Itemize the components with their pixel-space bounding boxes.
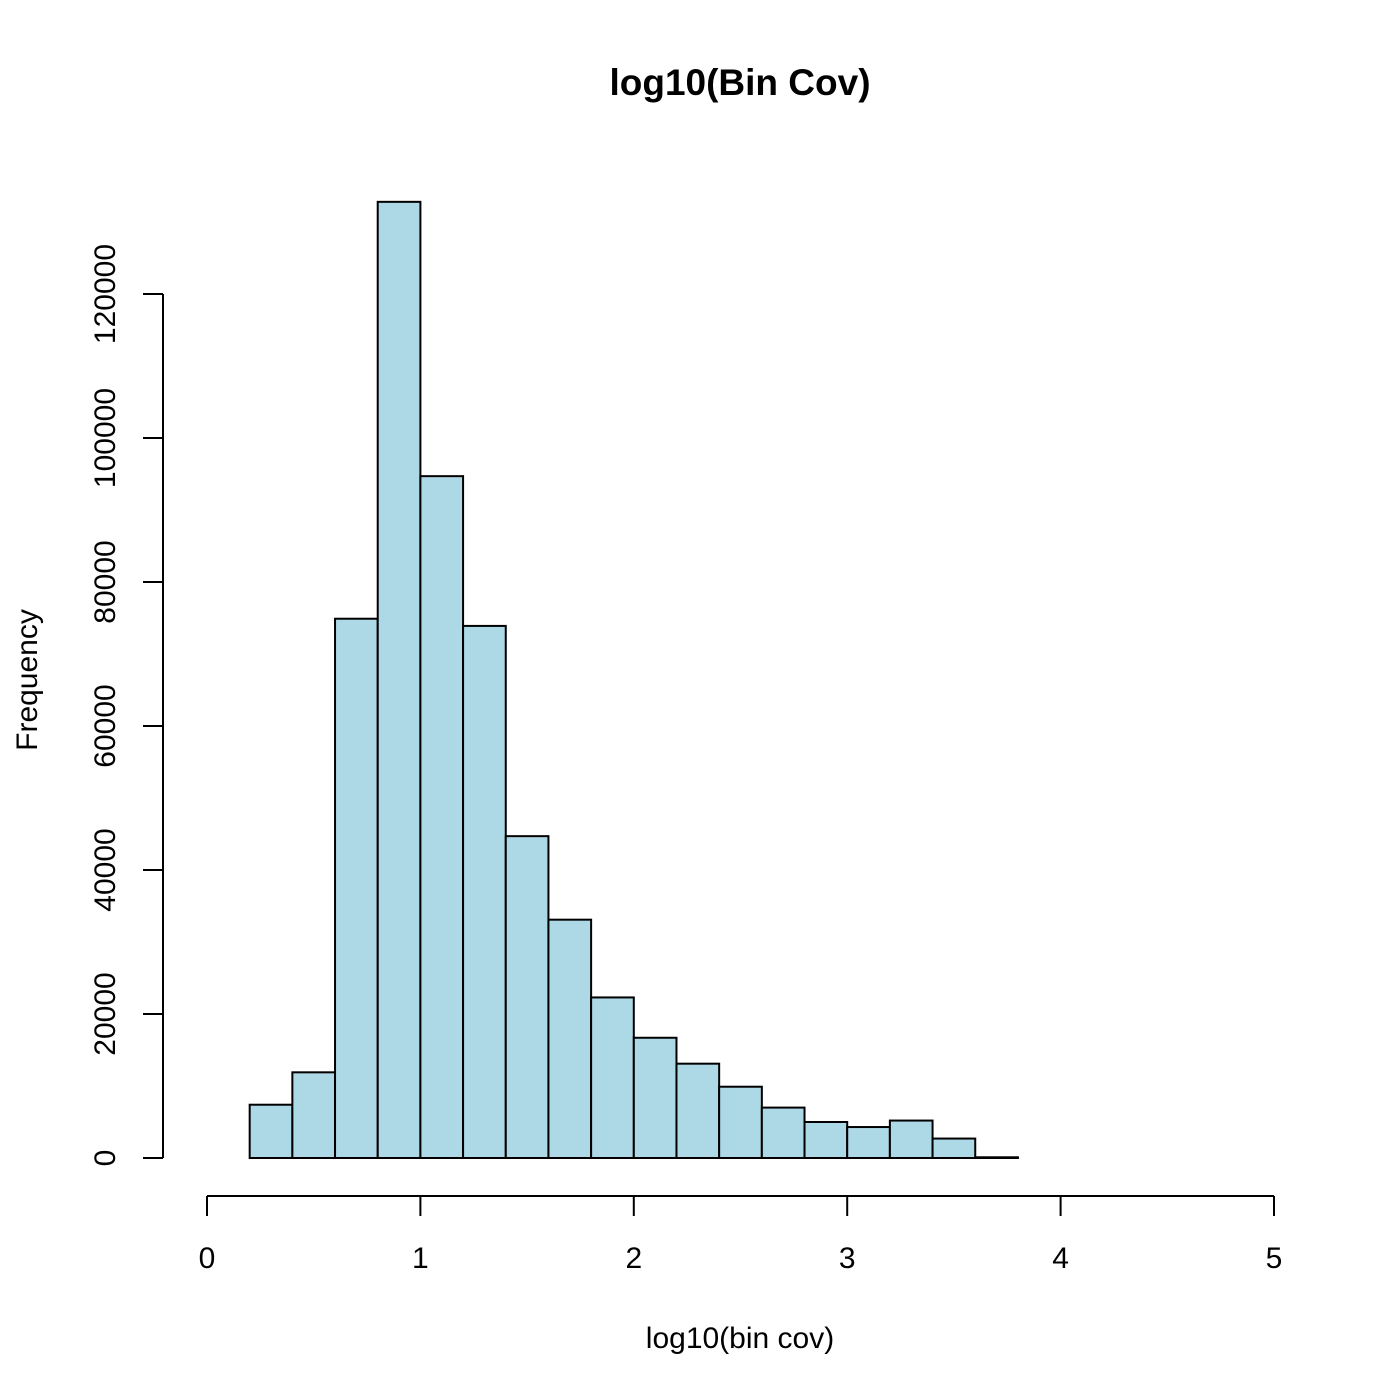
y-tick-label: 40000	[89, 828, 122, 911]
y-tick-label: 20000	[89, 972, 122, 1055]
x-tick-label: 3	[839, 1242, 856, 1275]
histogram-bar	[248, 1103, 294, 1159]
y-axis: 0 20000 40000 60000 80000 100000 120000	[89, 244, 164, 1167]
histogram-bar	[718, 1085, 763, 1159]
y-tick-label: 60000	[89, 684, 122, 767]
histogram-bar	[590, 996, 635, 1159]
y-tick-label: 100000	[89, 388, 122, 488]
histogram-bar	[760, 1106, 806, 1159]
histogram-bar	[803, 1121, 849, 1159]
x-axis: 0 1 2 3 4 5	[199, 1195, 1283, 1275]
x-tick-label: 5	[1266, 1242, 1283, 1275]
histogram-bar	[888, 1119, 934, 1160]
histogram-bar	[931, 1137, 977, 1160]
histogram-bar	[504, 835, 550, 1159]
histogram-bar	[675, 1062, 721, 1160]
histogram-bar	[846, 1126, 891, 1160]
x-tick-label: 2	[625, 1242, 642, 1275]
histogram-bar	[376, 200, 422, 1159]
x-tick-label: 0	[199, 1242, 216, 1275]
y-tick-label: 120000	[89, 244, 122, 344]
histogram-bar	[291, 1071, 337, 1159]
y-tick-label: 80000	[89, 540, 122, 623]
histogram-bar	[419, 475, 465, 1160]
histogram-bar	[462, 624, 507, 1159]
x-tick-label: 1	[412, 1242, 429, 1275]
bars-group	[248, 200, 1019, 1160]
histogram-bar	[632, 1036, 678, 1160]
histogram-bar	[547, 918, 593, 1159]
histogram-bar	[334, 617, 379, 1159]
y-axis-title: Frequency	[11, 609, 44, 751]
y-tick-label: 0	[89, 1150, 122, 1167]
histogram-bar	[974, 1156, 1019, 1160]
x-tick-label: 4	[1052, 1242, 1069, 1275]
x-axis-title: log10(bin cov)	[646, 1322, 834, 1355]
chart-title: log10(Bin Cov)	[609, 62, 870, 103]
